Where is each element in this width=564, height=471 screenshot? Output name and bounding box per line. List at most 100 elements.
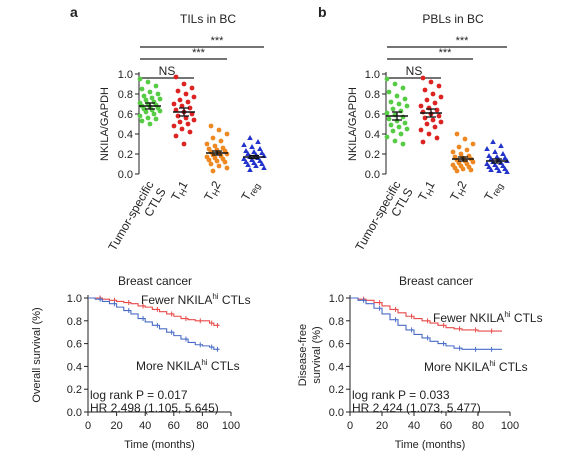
data-point xyxy=(492,162,498,167)
data-point xyxy=(392,81,398,87)
chart-title: PBLs in BC xyxy=(422,12,484,26)
y-tick-label: 0.0 xyxy=(118,169,133,181)
data-point xyxy=(210,168,216,174)
statistics-text: HR 2.424 (1.073, 5.477) xyxy=(352,401,481,415)
data-point xyxy=(392,138,398,144)
data-point xyxy=(245,151,251,156)
data-point xyxy=(187,105,193,111)
data-point xyxy=(143,97,149,103)
data-point xyxy=(434,135,440,141)
y-tick-label: 0.2 xyxy=(118,149,133,161)
survival-curve xyxy=(350,297,502,332)
y-tick-label: 0.8 xyxy=(365,89,380,101)
data-point xyxy=(253,163,259,168)
x-tick-label-subscript: H xyxy=(424,187,436,198)
survival-curve xyxy=(88,297,220,350)
data-point xyxy=(428,79,434,85)
y-tick-label: 0.6 xyxy=(67,339,82,351)
data-point xyxy=(418,127,424,133)
data-point xyxy=(251,160,257,165)
series-label-suffix: CTLs xyxy=(496,360,528,374)
y-axis-label: survival (%) xyxy=(311,326,323,383)
data-point xyxy=(432,100,438,106)
data-point xyxy=(486,153,492,158)
y-tick-label: 0.4 xyxy=(329,361,344,373)
data-point xyxy=(494,154,500,159)
data-point xyxy=(402,120,408,126)
data-point xyxy=(212,143,218,149)
data-point xyxy=(420,139,426,145)
significance-label: *** xyxy=(456,35,470,47)
y-tick-label: 0.2 xyxy=(67,384,82,396)
data-point xyxy=(189,85,195,91)
x-axis-label: Time (months) xyxy=(395,439,466,451)
x-tick-label: 60 xyxy=(440,420,452,432)
series-label: Fewer NKILAhi CTLs xyxy=(141,292,251,307)
data-point xyxy=(191,94,197,100)
data-point xyxy=(153,83,159,89)
data-point xyxy=(218,138,224,144)
x-tick-label: Treg xyxy=(481,179,505,205)
series-label-superscript: hi xyxy=(201,358,207,367)
data-point xyxy=(243,159,249,164)
y-tick-label: 0.6 xyxy=(329,339,344,351)
x-tick-label: Treg xyxy=(238,179,262,205)
data-point xyxy=(424,97,430,103)
data-point xyxy=(398,108,404,114)
data-point xyxy=(247,167,253,172)
y-tick-label: 0.6 xyxy=(365,109,380,121)
data-point xyxy=(179,103,185,109)
data-point xyxy=(157,108,163,114)
data-point xyxy=(145,115,151,121)
x-tick-label: Tumor-specificCTLS xyxy=(352,179,415,261)
data-point xyxy=(255,139,261,144)
statistics-text: HR 2.498 (1.105, 5.645) xyxy=(90,401,219,415)
series-label-name: Fewer NKILA xyxy=(141,293,212,307)
survival-curve xyxy=(350,297,502,350)
data-point xyxy=(504,169,510,174)
data-point xyxy=(400,85,406,91)
data-point xyxy=(404,126,410,132)
x-tick-label: 20 xyxy=(110,420,122,432)
data-point xyxy=(456,144,462,150)
data-point xyxy=(214,158,220,164)
data-point xyxy=(450,149,456,155)
y-tick-label: 1.0 xyxy=(365,69,380,81)
significance-label: *** xyxy=(192,47,206,59)
data-point xyxy=(249,144,255,149)
data-point xyxy=(189,111,195,117)
data-point xyxy=(500,163,506,168)
x-tick-label: 100 xyxy=(222,420,240,432)
x-tick-label-subscript: H xyxy=(177,187,189,198)
data-point xyxy=(496,168,502,173)
data-point xyxy=(149,95,155,101)
data-point xyxy=(434,107,440,113)
data-point xyxy=(384,110,390,116)
series-label-suffix: CTLs xyxy=(219,293,251,307)
data-point xyxy=(458,151,464,157)
data-point xyxy=(398,131,404,137)
x-tick-label-part: 2 xyxy=(208,178,224,191)
data-point xyxy=(206,157,212,163)
data-point xyxy=(470,141,476,147)
x-tick-label-subscript: H xyxy=(456,187,468,198)
data-point xyxy=(245,162,251,167)
data-point xyxy=(502,155,508,160)
significance-label: NS xyxy=(159,64,176,78)
data-point xyxy=(390,106,396,112)
data-point xyxy=(422,115,428,121)
data-point xyxy=(143,109,149,115)
x-tick-label: 80 xyxy=(196,420,208,432)
data-point xyxy=(386,116,392,122)
x-tick-label: 0 xyxy=(85,420,91,432)
data-point xyxy=(183,91,189,97)
data-point xyxy=(139,86,145,92)
x-tick-label: TH2 xyxy=(201,178,225,204)
data-point xyxy=(173,74,179,80)
data-point xyxy=(153,116,159,122)
data-point xyxy=(436,113,442,119)
statistics-text: log rank P = 0.033 xyxy=(352,388,450,402)
data-point xyxy=(177,119,183,125)
data-point xyxy=(490,139,496,144)
data-point xyxy=(438,94,444,100)
